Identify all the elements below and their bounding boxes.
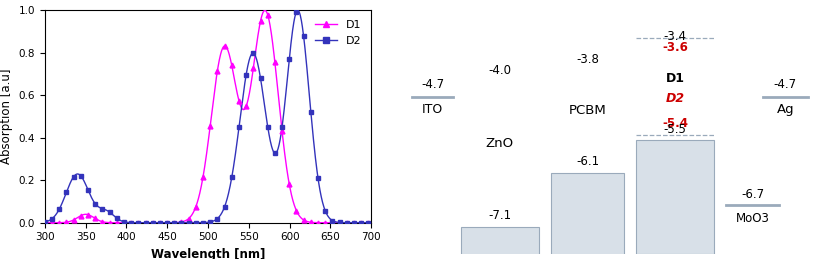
Text: -5.5: -5.5 [663, 123, 687, 136]
Text: ZnO: ZnO [486, 136, 514, 149]
Text: D2: D2 [666, 92, 685, 105]
Text: -3.4: -3.4 [663, 30, 687, 43]
Text: -4.7: -4.7 [774, 78, 797, 91]
Text: -7.1: -7.1 [488, 210, 512, 222]
Text: MoO3: MoO3 [736, 212, 769, 225]
Text: -4.0: -4.0 [488, 63, 512, 77]
X-axis label: Wavelength [nm]: Wavelength [nm] [151, 248, 265, 259]
Bar [636, 140, 714, 254]
Text: -5.4: -5.4 [663, 117, 688, 130]
Legend: D1, D2: D1, D2 [310, 16, 366, 50]
Text: -4.7: -4.7 [421, 78, 444, 91]
Text: D1: D1 [666, 72, 685, 85]
Text: -3.8: -3.8 [576, 53, 599, 66]
Bar [551, 173, 624, 259]
Text: -6.1: -6.1 [576, 155, 599, 168]
Y-axis label: Absorption [a.u]: Absorption [a.u] [0, 69, 13, 164]
Text: -3.6: -3.6 [663, 41, 688, 54]
Text: ITO: ITO [422, 103, 443, 116]
Text: Ag: Ag [777, 103, 794, 116]
Text: -6.7: -6.7 [741, 188, 765, 201]
Text: PCBM: PCBM [569, 104, 606, 117]
Bar [461, 227, 539, 259]
